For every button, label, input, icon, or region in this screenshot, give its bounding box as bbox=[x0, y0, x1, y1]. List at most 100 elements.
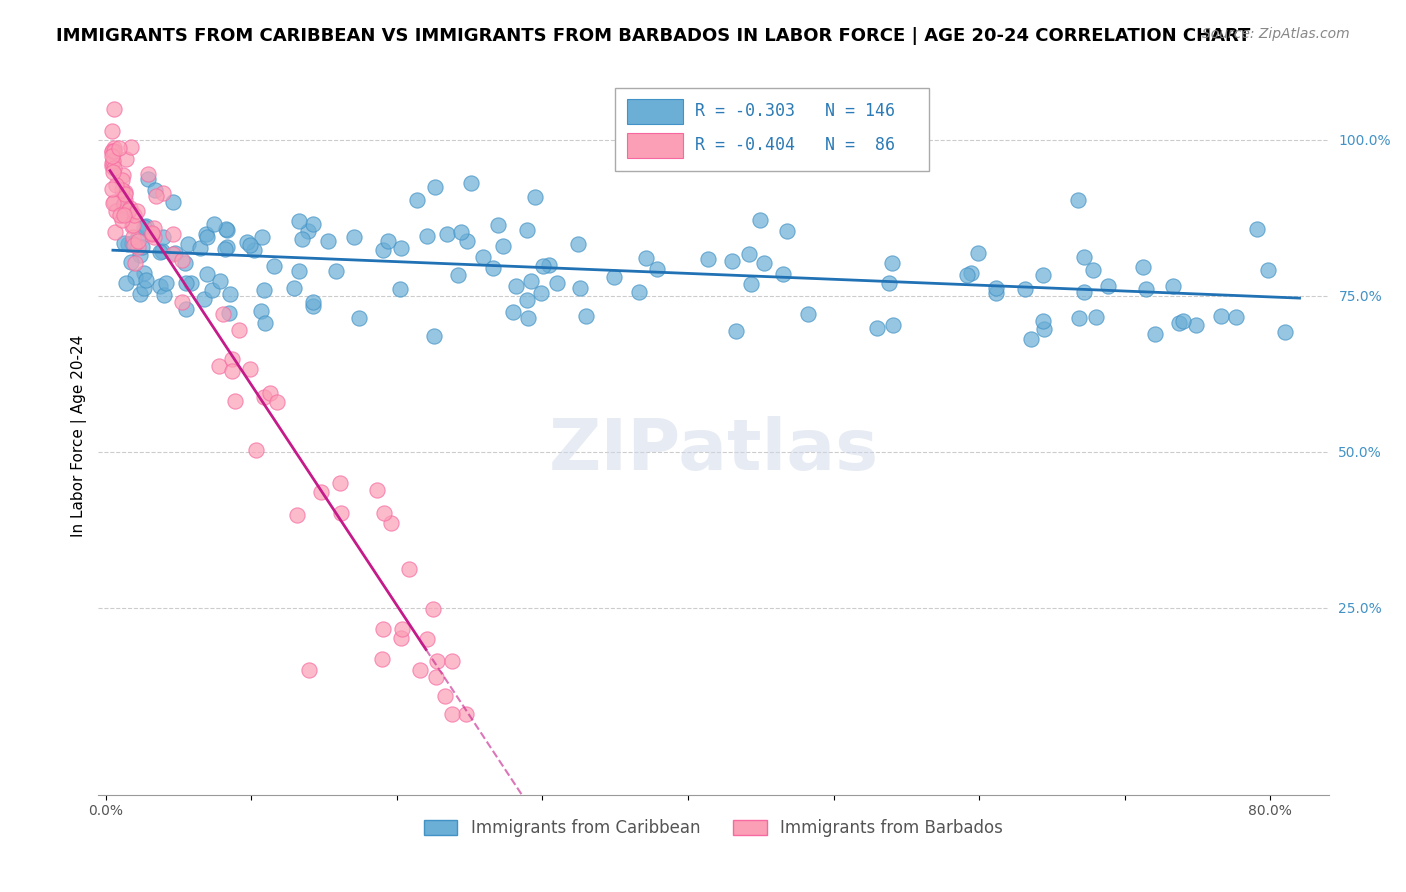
Point bbox=[880, 256, 903, 270]
Point bbox=[486, 219, 509, 233]
Point bbox=[984, 285, 1007, 300]
Point bbox=[371, 652, 394, 666]
Point bbox=[114, 185, 136, 199]
Point bbox=[101, 145, 124, 159]
Point bbox=[101, 182, 124, 196]
Point bbox=[121, 219, 143, 233]
Point bbox=[398, 562, 420, 576]
Point bbox=[960, 266, 983, 280]
FancyBboxPatch shape bbox=[627, 133, 683, 158]
Point bbox=[163, 246, 186, 260]
Point bbox=[228, 322, 250, 336]
Point bbox=[103, 144, 125, 158]
Point bbox=[263, 259, 285, 273]
Point bbox=[301, 295, 323, 310]
Point bbox=[118, 203, 141, 218]
Point bbox=[127, 230, 149, 244]
Point bbox=[1144, 326, 1167, 341]
Point bbox=[425, 670, 447, 684]
Point bbox=[103, 102, 125, 116]
Point bbox=[1032, 268, 1054, 282]
Point bbox=[253, 316, 276, 330]
Legend: Immigrants from Caribbean, Immigrants from Barbados: Immigrants from Caribbean, Immigrants fr… bbox=[418, 813, 1010, 844]
Point bbox=[132, 266, 155, 280]
Point bbox=[1014, 282, 1036, 296]
Point bbox=[214, 243, 236, 257]
Point bbox=[724, 324, 747, 338]
Point bbox=[882, 318, 904, 332]
Point bbox=[221, 364, 243, 378]
Point bbox=[221, 351, 243, 366]
Point bbox=[245, 443, 267, 458]
Point bbox=[377, 234, 399, 248]
Point bbox=[162, 194, 184, 209]
Point bbox=[434, 689, 457, 703]
Point bbox=[1161, 278, 1184, 293]
Point bbox=[749, 212, 772, 227]
Point bbox=[136, 167, 159, 181]
Point bbox=[967, 246, 990, 260]
Point bbox=[132, 281, 155, 295]
Point bbox=[1069, 311, 1091, 326]
Point bbox=[208, 274, 231, 288]
Point bbox=[347, 311, 370, 326]
Point bbox=[460, 176, 482, 190]
Point bbox=[127, 234, 149, 248]
Point bbox=[425, 654, 447, 668]
Point bbox=[208, 359, 231, 373]
Point bbox=[224, 393, 246, 408]
Point bbox=[389, 631, 412, 645]
Point bbox=[520, 274, 543, 288]
Point bbox=[523, 190, 546, 204]
Point bbox=[1084, 310, 1107, 325]
Point bbox=[1209, 309, 1232, 323]
Point bbox=[152, 288, 174, 302]
Point bbox=[104, 203, 127, 218]
Point bbox=[218, 305, 240, 319]
Point bbox=[100, 123, 122, 137]
Point bbox=[740, 277, 762, 291]
Point bbox=[149, 245, 172, 260]
Point bbox=[215, 222, 238, 236]
Point bbox=[391, 622, 413, 636]
Point bbox=[1132, 260, 1154, 275]
Point bbox=[132, 219, 155, 234]
Point bbox=[105, 178, 128, 192]
Point bbox=[149, 279, 172, 293]
Point bbox=[283, 281, 305, 295]
Point bbox=[162, 227, 184, 241]
Point bbox=[122, 218, 145, 232]
Point bbox=[122, 208, 145, 222]
Point bbox=[114, 193, 136, 207]
Point bbox=[104, 225, 127, 239]
Point bbox=[416, 229, 439, 244]
Point bbox=[505, 279, 527, 293]
Point bbox=[575, 309, 598, 323]
Point bbox=[291, 232, 314, 246]
Point bbox=[1185, 318, 1208, 333]
Point bbox=[250, 230, 273, 244]
Point bbox=[1073, 285, 1095, 300]
Point bbox=[172, 253, 194, 268]
Point bbox=[371, 243, 394, 257]
Point bbox=[122, 237, 145, 252]
Text: ZIPatlas: ZIPatlas bbox=[548, 416, 879, 485]
Point bbox=[1032, 314, 1054, 328]
Point bbox=[103, 141, 125, 155]
Point bbox=[517, 311, 540, 326]
Point bbox=[423, 328, 446, 343]
Point bbox=[217, 223, 239, 237]
Point bbox=[530, 286, 553, 301]
Point bbox=[986, 281, 1008, 295]
Point bbox=[111, 168, 134, 182]
Text: R = -0.404   N =  86: R = -0.404 N = 86 bbox=[695, 136, 896, 153]
Point bbox=[124, 256, 146, 270]
Point bbox=[772, 267, 794, 281]
Point bbox=[129, 248, 152, 262]
Point bbox=[243, 243, 266, 257]
Point bbox=[172, 295, 194, 310]
Point bbox=[456, 706, 478, 721]
Point bbox=[330, 506, 353, 520]
Point bbox=[112, 208, 135, 222]
Point bbox=[380, 516, 402, 530]
